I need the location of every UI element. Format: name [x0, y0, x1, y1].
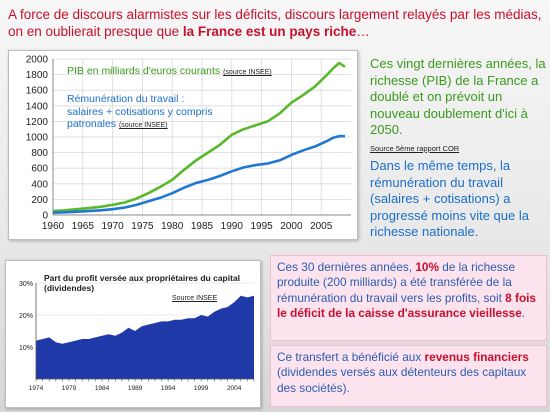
dividend-y-tick: 10%: [19, 345, 33, 352]
dividend-chart-svg: 10% 20% 30% 1974 1979 1984 1989 1994 1999 2004: [19, 281, 255, 392]
pib-x-tick: 1975: [131, 221, 154, 232]
profit-transfer-percent: 10%: [415, 260, 439, 274]
pib-chart-svg: 0 200 400 600 800 1000 1200 1400 1600 1800 2000 196…: [26, 55, 351, 232]
intro-highlight: la France est un pays riche: [182, 24, 357, 39]
profit-transfer-t1: Ces 30 dernières années,: [277, 260, 416, 274]
dividend-y-tick: 30%: [19, 281, 33, 288]
pib-y-tick: 1400: [26, 101, 49, 112]
pib-x-tick: 2000: [280, 221, 303, 232]
dividend-x-tick: 1989: [128, 385, 143, 392]
dividend-x-tick: 1999: [194, 385, 209, 392]
pib-y-tick: 1600: [26, 86, 49, 97]
pib-x-tick: 1960: [42, 221, 65, 232]
dividend-chart-title: Part du profit versée aux propriétaires …: [44, 273, 241, 293]
remuneration-series-source: (source INSEE): [118, 122, 168, 129]
dividend-area: [36, 295, 254, 379]
dividend-chart-source: Source INSEE: [172, 295, 218, 302]
pib-chart: 0 200 400 600 800 1000 1200 1400 1600 1800 2000 196…: [8, 50, 358, 240]
financial-income-box: Ce transfert a bénéficié aux revenus fin…: [270, 345, 547, 407]
profit-transfer-t3: .: [521, 305, 526, 320]
pib-x-tick: 1970: [101, 221, 124, 232]
dividend-y-tick: 20%: [19, 313, 33, 320]
pib-doubling-text: Ces vingt dernières années, la richesse …: [370, 56, 546, 157]
dividend-chart: 10% 20% 30% 1974 1979 1984 1989 1994 1999 2004 Pa…: [5, 260, 261, 408]
remuneration-line: [52, 134, 345, 214]
pib-y-tick: 1800: [26, 70, 49, 81]
pib-series-source: (source INSEE): [223, 69, 272, 76]
remuneration-growth-text: Dans le même temps, la rémunération du t…: [370, 158, 529, 239]
profit-transfer-highlight: 8 fois le déficit de la caisse d'assuran…: [277, 290, 536, 320]
pib-x-tick: 1965: [72, 221, 95, 232]
profit-transfer-box: Ces 30 dernières années, 10% de la riche…: [270, 255, 547, 341]
remuneration-label-line3: patronales: [67, 118, 117, 130]
pib-y-tick: 1200: [26, 117, 49, 128]
pib-y-tick: 200: [31, 195, 48, 206]
remuneration-label-line2: salaires + cotisations y compris: [67, 105, 213, 118]
remuneration-label-line1: Rémunération du travail :: [67, 93, 185, 105]
intro-part1: A force de discours alarmistes sur les d…: [8, 7, 542, 39]
pib-series-name: PIB en milliards d'euros courants: [67, 65, 221, 77]
dividend-x-tick: 1984: [95, 385, 110, 392]
pib-x-tick: 1985: [191, 221, 214, 232]
pib-x-tick: 1995: [250, 221, 273, 232]
pib-y-tick: 2000: [26, 55, 49, 66]
pib-series-label: PIB en milliards d'euros courants (sourc…: [67, 65, 272, 77]
intro-text: A force de discours alarmistes sur les d…: [8, 6, 548, 40]
pib-y-tick: 0: [42, 211, 48, 222]
pib-y-tick: 400: [31, 179, 48, 190]
pib-doubling-source: Source 5ème rapport COR: [370, 143, 460, 153]
financial-income-t2: (dividendes versés aux détenteurs des ca…: [277, 365, 527, 395]
pib-y-tick: 1000: [26, 133, 49, 144]
pib-doubling-paragraph: Ces vingt dernières années, la richesse …: [370, 56, 546, 137]
remuneration-series-label: Rémunération du travail : salaires + cot…: [67, 93, 213, 133]
pib-x-tick: 1990: [221, 221, 244, 232]
dividend-x-tick: 1994: [161, 385, 176, 392]
pib-y-tick: 600: [31, 164, 48, 175]
financial-income-t1: Ce transfert a bénéficié aux: [277, 350, 425, 364]
financial-income-highlight: revenus financiers: [424, 350, 529, 364]
pib-x-tick: 2005: [310, 221, 333, 232]
pib-x-tick: 1980: [161, 221, 184, 232]
dividend-x-tick: 1979: [62, 385, 77, 392]
pib-y-tick: 800: [31, 148, 48, 159]
dividend-x-tick: 2004: [227, 385, 242, 392]
dividend-x-tick: 1974: [29, 385, 44, 392]
intro-part2: …: [356, 24, 370, 39]
pib-line: [52, 61, 346, 213]
profit-transfer-t2: de la richesse produite (200 milliards) …: [277, 260, 516, 305]
